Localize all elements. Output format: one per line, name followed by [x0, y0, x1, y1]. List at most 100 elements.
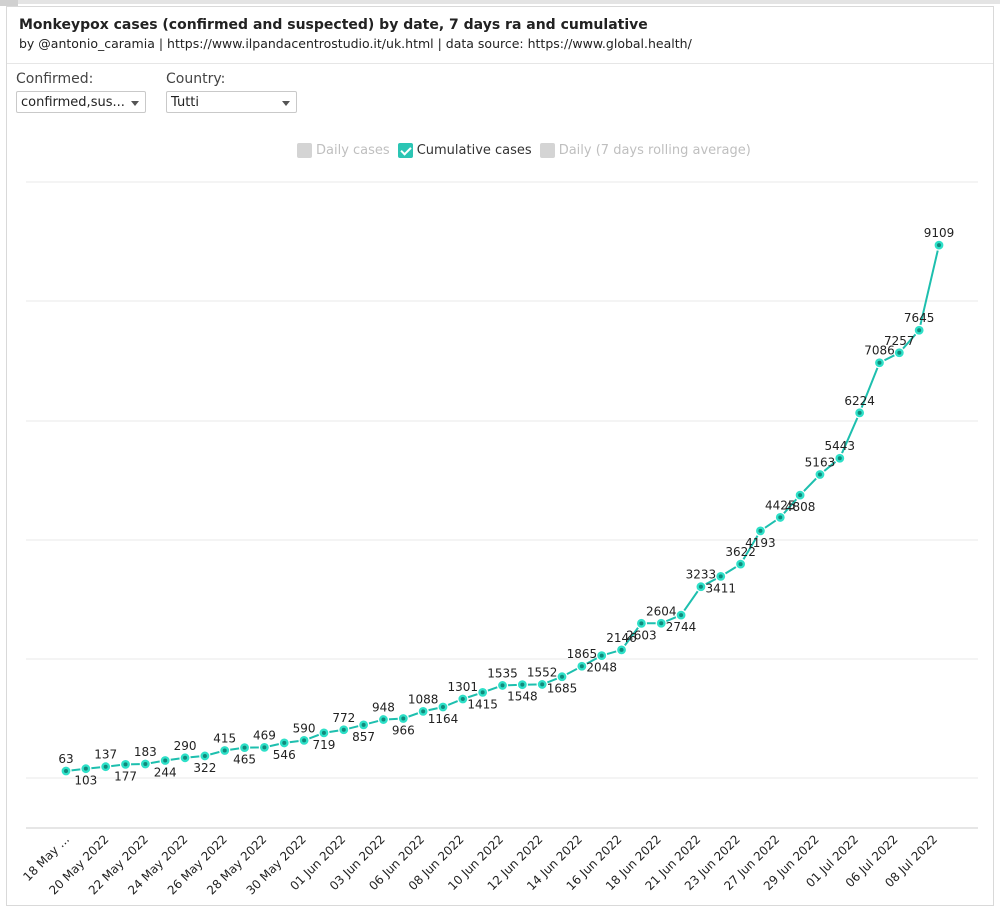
data-point-center [817, 472, 822, 477]
data-label: 1088 [408, 692, 439, 706]
data-label: 3622 [725, 545, 756, 559]
data-point-center [738, 562, 743, 567]
data-label: 1164 [428, 712, 459, 726]
data-point-center [64, 769, 68, 773]
window-top-edge [0, 0, 1000, 4]
data-label: 1535 [487, 666, 518, 680]
data-point-center [480, 690, 485, 695]
data-point-center [321, 730, 326, 735]
data-point-center [877, 360, 882, 365]
data-point-center [222, 748, 227, 753]
legend-label: Daily cases [316, 143, 390, 158]
data-label: 5443 [825, 439, 856, 453]
data-point-center [282, 740, 287, 745]
confirmed-filter: Confirmed: confirmed,sus... [16, 71, 146, 113]
data-point-center [520, 682, 525, 687]
data-point-center [103, 764, 108, 769]
legend-cumulative-cases[interactable]: Cumulative cases [397, 143, 532, 158]
data-label: 5163 [805, 456, 836, 470]
legend-label: Cumulative cases [416, 143, 532, 158]
legend-daily-rolling-average[interactable]: Daily (7 days rolling average) [539, 143, 751, 158]
data-point-center [698, 584, 703, 589]
data-point-center [857, 410, 862, 415]
window-corner [0, 0, 18, 6]
data-label: 3411 [705, 581, 736, 595]
data-point-center [302, 738, 307, 743]
checkbox-icon [539, 143, 555, 158]
checkmark-icon [397, 143, 413, 158]
data-label: 469 [253, 728, 276, 742]
data-point-center [917, 328, 922, 333]
chart-header: Monkeypox cases (confirmed and suspected… [19, 17, 979, 51]
data-point-center [401, 716, 406, 721]
data-point-center [937, 243, 941, 248]
confirmed-select[interactable]: confirmed,sus... [16, 91, 146, 113]
chart-title: Monkeypox cases (confirmed and suspected… [19, 17, 648, 33]
chevron-down-icon [282, 101, 290, 106]
data-point-center [758, 528, 763, 533]
data-label: 1685 [547, 682, 578, 696]
data-point-center [579, 664, 584, 669]
data-label: 948 [372, 701, 395, 715]
data-label: 7257 [884, 334, 915, 348]
data-label: 4808 [785, 500, 816, 514]
data-point-center [599, 653, 604, 658]
data-label: 2603 [626, 628, 657, 642]
data-label: 9109 [924, 226, 955, 240]
data-label: 7645 [904, 311, 935, 325]
data-label: 183 [134, 745, 157, 759]
data-point-center [123, 762, 128, 767]
data-label: 244 [154, 765, 177, 779]
data-label: 1865 [567, 647, 598, 661]
chevron-down-icon [131, 101, 139, 106]
data-point-center [262, 745, 267, 750]
data-label: 7086 [864, 344, 895, 358]
data-point-center [659, 621, 664, 626]
data-label: 290 [174, 739, 197, 753]
data-label: 1415 [467, 697, 498, 711]
data-label: 137 [94, 748, 117, 762]
country-filter: Country: Tutti [166, 71, 297, 113]
data-label: 2604 [646, 604, 677, 618]
data-point-center [83, 766, 88, 771]
data-label: 177 [114, 769, 137, 783]
data-point-center [540, 682, 545, 687]
legend-label: Daily (7 days rolling average) [558, 143, 751, 158]
data-label: 4193 [745, 536, 776, 550]
data-label: 772 [332, 711, 355, 725]
data-label: 857 [352, 730, 375, 744]
data-point-center [163, 758, 168, 763]
chart-subtitle: by @antonio_caramia | https://www.ilpand… [19, 36, 692, 51]
data-label: 465 [233, 753, 256, 767]
data-label: 6224 [844, 394, 875, 408]
data-point-center [897, 350, 902, 355]
data-point-center [619, 647, 624, 652]
data-point-center [143, 762, 148, 767]
chart-legend: Daily cases Cumulative cases Daily (7 da… [297, 143, 759, 158]
data-point-center [381, 717, 386, 722]
data-point-center [183, 755, 188, 760]
data-label: 415 [213, 732, 236, 746]
data-label: 63 [58, 752, 73, 766]
confirmed-select-value: confirmed,sus... [21, 95, 125, 110]
data-label: 966 [392, 724, 415, 738]
data-point-center [560, 674, 565, 679]
data-label: 719 [312, 738, 335, 752]
data-label: 103 [74, 774, 97, 788]
country-select[interactable]: Tutti [166, 91, 297, 113]
data-label: 1301 [448, 680, 479, 694]
data-point-center [679, 613, 684, 618]
data-label: 322 [193, 761, 216, 775]
legend-daily-cases[interactable]: Daily cases [297, 143, 390, 158]
data-label: 2048 [586, 661, 617, 675]
checkbox-icon [297, 143, 312, 158]
data-label: 4425 [765, 498, 796, 512]
data-label: 2146 [606, 631, 637, 645]
data-point-center [460, 697, 465, 702]
data-point-center [202, 753, 207, 758]
confirmed-label: Confirmed: [16, 71, 94, 87]
data-point-center [778, 515, 783, 520]
data-point-center [361, 722, 366, 727]
data-point-center [500, 683, 505, 688]
